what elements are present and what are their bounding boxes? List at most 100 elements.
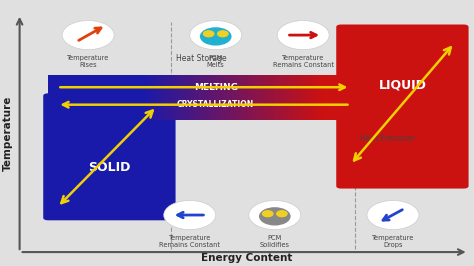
Bar [183,75,185,120]
Text: SOLID: SOLID [88,161,130,174]
Circle shape [190,20,242,50]
Circle shape [277,211,287,217]
Bar [313,75,315,120]
Bar [244,75,246,120]
Bar [282,75,284,120]
Bar [172,75,174,120]
Bar [304,75,306,120]
Bar [226,75,228,120]
Bar [262,75,264,120]
Bar [208,75,210,120]
Text: Energy Content: Energy Content [201,253,292,263]
Text: CRYSTALLIZATION: CRYSTALLIZATION [177,100,255,109]
Text: Temperature
Remains Constant: Temperature Remains Constant [273,55,334,68]
Bar [311,75,313,120]
Bar [293,75,295,120]
Bar [199,75,201,120]
Text: PCM
Melts: PCM Melts [207,55,225,68]
Bar [230,75,232,120]
Bar [194,75,196,120]
Bar [300,75,302,120]
Bar [235,75,237,120]
Circle shape [277,20,329,50]
Bar [302,75,304,120]
Bar [250,75,253,120]
Bar [167,75,169,120]
Bar [248,75,250,120]
Bar [255,75,257,120]
Bar [320,75,322,120]
Bar [268,75,271,120]
Bar [228,75,230,120]
Bar [291,75,293,120]
Bar [246,75,248,120]
Bar [149,75,152,120]
Text: Temperature
Drops: Temperature Drops [372,235,414,248]
Bar [306,75,309,120]
Bar [257,75,259,120]
Bar [266,75,268,120]
Bar [239,75,241,120]
Bar [322,75,355,120]
Text: Heat Storage: Heat Storage [175,55,226,63]
Text: Temperature
Rises: Temperature Rises [67,55,109,68]
Bar [185,75,187,120]
Bar [154,75,156,120]
Bar [192,75,194,120]
Bar [48,75,190,120]
Circle shape [367,201,419,230]
Bar [284,75,286,120]
Bar [271,75,273,120]
Text: LIQUID: LIQUID [378,79,426,92]
Bar [203,75,205,120]
Bar [217,75,219,120]
Bar [181,75,183,120]
FancyBboxPatch shape [336,24,469,189]
Bar [221,75,223,120]
Bar [219,75,221,120]
Bar [165,75,167,120]
Bar [176,75,178,120]
Bar [275,75,277,120]
Bar [147,75,149,120]
Bar [237,75,239,120]
Text: MELTING: MELTING [194,83,238,92]
Bar [297,75,300,120]
Bar [196,75,199,120]
Bar [315,75,318,120]
Bar [187,75,190,120]
Bar [158,75,160,120]
Circle shape [263,211,273,217]
Bar [241,75,244,120]
Bar [223,75,226,120]
Text: PCM
Solidifies: PCM Solidifies [260,235,290,248]
Bar [152,75,154,120]
Bar [190,75,192,120]
Bar [145,75,147,120]
Bar [178,75,181,120]
Bar [212,75,214,120]
Circle shape [164,201,216,230]
Bar [163,75,165,120]
Bar [273,75,275,120]
Bar [143,75,145,120]
Bar [286,75,288,120]
Circle shape [260,208,290,225]
Bar [160,75,163,120]
Bar [264,75,266,120]
Bar [205,75,208,120]
Bar [288,75,291,120]
Text: Temperature
Remains Constant: Temperature Remains Constant [159,235,220,248]
Bar [295,75,297,120]
Bar [309,75,311,120]
Bar [210,75,212,120]
Bar [318,75,320,120]
Bar [232,75,235,120]
Circle shape [218,31,228,37]
Bar [174,75,176,120]
Circle shape [203,31,214,37]
FancyBboxPatch shape [43,93,175,220]
Circle shape [201,28,231,45]
Bar [201,75,203,120]
Text: Temperature: Temperature [3,95,13,171]
